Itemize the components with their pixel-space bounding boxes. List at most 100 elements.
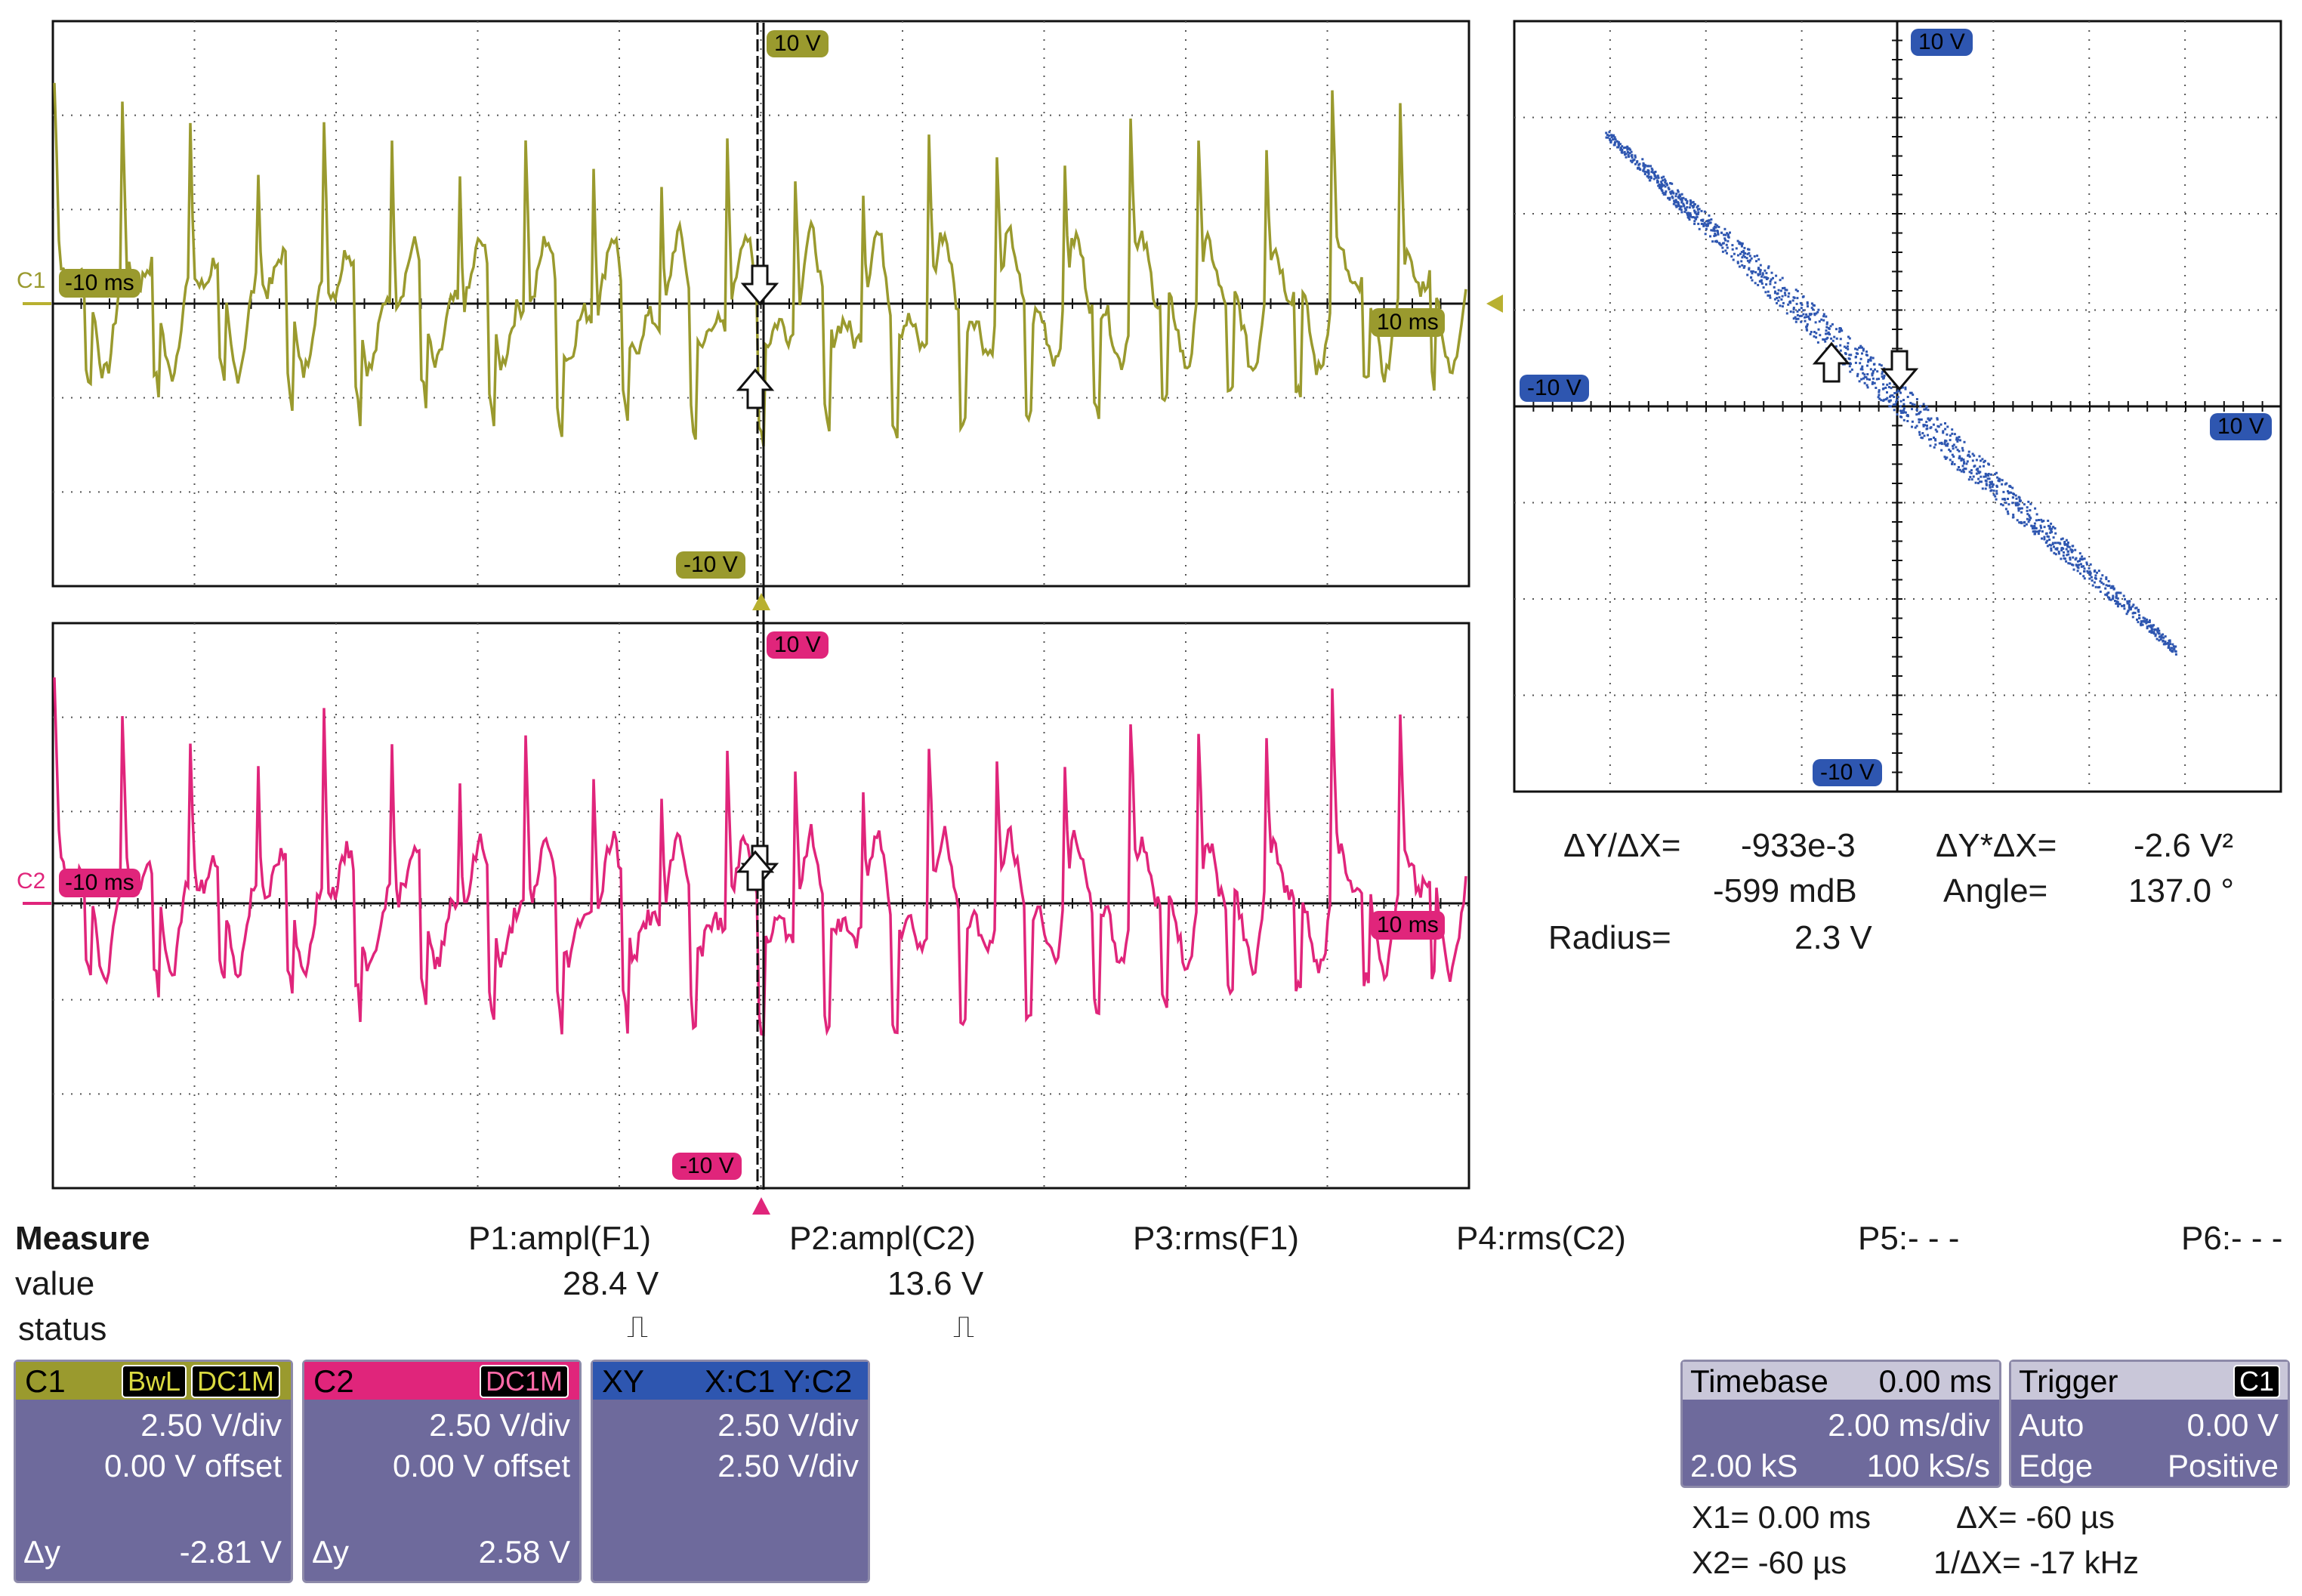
xy-point: [1861, 368, 1864, 371]
xy-point: [1958, 436, 1961, 439]
xy-point: [2152, 632, 2155, 635]
xy-point: [2160, 636, 2163, 639]
xy-point: [1818, 320, 1821, 323]
xy-point: [1949, 434, 1952, 437]
xy-point: [1952, 447, 1955, 450]
c1-left-cursor-label[interactable]: -10 ms: [59, 269, 140, 298]
xy-point: [1813, 331, 1816, 333]
xy-point: [1743, 255, 1746, 258]
xy-point: [2116, 602, 2118, 605]
cursor-arrow-up: [736, 368, 775, 409]
xy-point: [2094, 574, 2097, 577]
xy-point: [1802, 295, 1805, 298]
xy-point: [2026, 506, 2029, 509]
xy-point: [2152, 624, 2155, 627]
xy-point: [1656, 174, 1659, 178]
xy-point: [1869, 368, 1872, 371]
c1-channel-panel[interactable]: C1 BwL DC1M 2.50 V/div 0.00 V offset Δy …: [14, 1360, 293, 1583]
measure-p6-name[interactable]: P6:- - -: [2181, 1220, 2283, 1257]
xy-point: [1677, 204, 1680, 207]
xy-point: [2007, 498, 2009, 500]
c1-right-cursor-label[interactable]: 10 ms: [1371, 308, 1445, 337]
xy-point: [1760, 282, 1764, 285]
measure-p5-name[interactable]: P5:- - -: [1858, 1220, 1960, 1257]
xy-point: [1643, 170, 1646, 173]
xy-point: [2097, 586, 2100, 589]
xy-point: [2094, 576, 2097, 579]
xy-point: [1757, 273, 1760, 276]
xy-point: [1650, 167, 1653, 170]
xy-point: [1847, 347, 1850, 350]
xy-point: [1922, 424, 1925, 427]
xy-point: [2006, 510, 2009, 513]
xy-point: [1872, 363, 1875, 366]
xy-point: [1856, 352, 1859, 355]
measure-p2-name[interactable]: P2:ampl(C2): [789, 1220, 976, 1257]
timebase-rate: 100 kS/s: [1866, 1448, 1990, 1483]
xy-point: [1689, 212, 1692, 215]
xy-point: [1765, 278, 1768, 280]
xy-point: [1921, 437, 1924, 440]
xy-point: [1711, 229, 1714, 232]
xy-point: [1751, 272, 1754, 275]
xy-point: [1847, 341, 1850, 344]
xy-point: [2032, 530, 2035, 533]
xy-point: [1686, 205, 1689, 208]
xy-point: [1985, 483, 1988, 486]
xy-point: [1807, 315, 1810, 318]
xy-point: [2100, 577, 2103, 580]
xy-point: [1980, 475, 1983, 478]
xy-point: [1689, 214, 1692, 217]
xy-point: [1863, 373, 1866, 376]
xy-point: [2093, 581, 2096, 584]
xy-panel-header: XY X:C1 Y:C2: [593, 1362, 868, 1400]
xy-point: [1926, 424, 1928, 428]
xy-point: [1704, 233, 1707, 236]
xy-point: [2132, 604, 2135, 607]
xy-point: [2038, 519, 2040, 521]
measure-p4-name[interactable]: P4:rms(C2): [1456, 1220, 1626, 1257]
c2-trace: [53, 677, 1467, 1037]
xy-point: [1958, 455, 1961, 458]
xy-point: [1742, 254, 1745, 257]
xy-point: [1822, 315, 1825, 318]
xy-point: [1762, 286, 1765, 289]
trigger-panel[interactable]: Trigger C1 Auto 0.00 V Edge Positive: [2009, 1360, 2290, 1488]
measure-p3-name[interactable]: P3:rms(F1): [1133, 1220, 1299, 1257]
xy-point: [1953, 433, 1956, 436]
xy-point: [1678, 208, 1681, 211]
xy-point: [1902, 407, 1905, 410]
c1-level-marker[interactable]: [1486, 295, 1503, 313]
c1-trigger-marker[interactable]: [752, 593, 770, 610]
xy-point: [1865, 376, 1868, 378]
timebase-header: Timebase 0.00 ms: [1683, 1362, 1999, 1400]
c2-trigger-marker[interactable]: [752, 1197, 770, 1215]
xy-point: [1794, 320, 1797, 323]
xy-point: [1689, 215, 1693, 218]
xy-point: [1906, 420, 1909, 422]
cursor-arrows[interactable]: [736, 264, 1919, 891]
xy-point: [2117, 591, 2120, 594]
c2-left-cursor-label[interactable]: -10 ms: [59, 869, 140, 897]
xy-point: [1638, 168, 1641, 171]
xy-point: [1653, 174, 1656, 178]
xy-point: [1621, 145, 1624, 148]
xy-point: [1869, 359, 1872, 362]
xy-panel[interactable]: XY X:C1 Y:C2 2.50 V/div 2.50 V/div: [591, 1360, 870, 1583]
xy-point: [1619, 147, 1622, 150]
xy-point: [1902, 403, 1905, 406]
xy-point: [1646, 174, 1649, 178]
c2-channel-panel[interactable]: C2 DC1M 2.50 V/div 0.00 V offset Δy 2.58…: [302, 1360, 582, 1583]
xy-point: [1961, 468, 1964, 471]
xy-point: [1713, 234, 1716, 237]
xy-point: [1791, 299, 1794, 302]
xy-point: [1872, 369, 1875, 372]
xy-point: [1763, 276, 1766, 279]
measure-row-value: value: [15, 1265, 95, 1302]
xy-point: [1854, 361, 1857, 364]
xy-point: [1756, 255, 1759, 258]
xy-point: [2069, 548, 2072, 551]
timebase-panel[interactable]: Timebase 0.00 ms 2.00 ms/div 2.00 kS 100…: [1680, 1360, 2001, 1488]
c2-right-cursor-label[interactable]: 10 ms: [1371, 911, 1445, 940]
measure-p1-name[interactable]: P1:ampl(F1): [468, 1220, 652, 1257]
